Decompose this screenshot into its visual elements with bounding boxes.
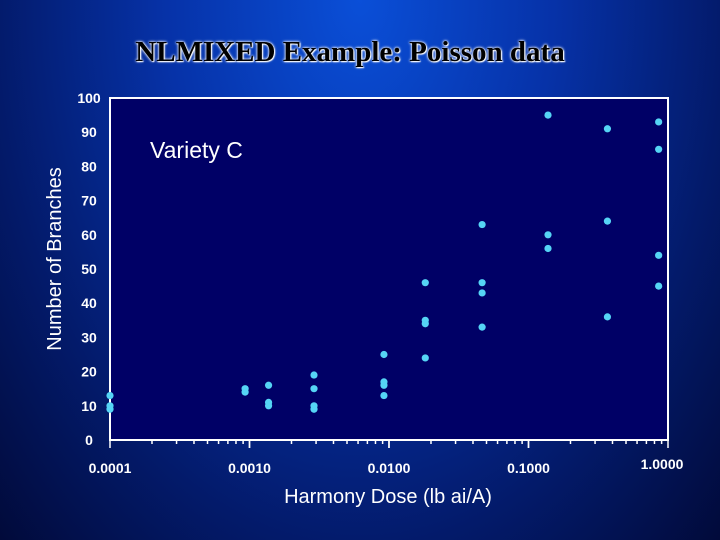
x-tick-label: 0.0100 [368, 460, 411, 476]
variety-annotation: Variety C [150, 137, 243, 163]
data-point [264, 402, 273, 410]
x-tick-labels: 0.0001 0.0010 0.0100 0.1000 1.0000 [89, 456, 684, 476]
y-tick-label: 40 [81, 295, 97, 311]
data-point [478, 279, 486, 287]
data-point [478, 220, 486, 229]
y-tick-label: 50 [81, 261, 97, 277]
data-point [264, 381, 273, 389]
data-point [655, 118, 663, 126]
data-point [310, 371, 318, 379]
data-point [655, 251, 663, 259]
data-point [478, 289, 486, 297]
data-point [310, 385, 318, 393]
data-point [603, 125, 612, 133]
data-point [655, 282, 663, 290]
y-tick-label: 80 [81, 158, 97, 174]
data-point [421, 320, 429, 328]
data-point [380, 391, 388, 400]
data-point [421, 279, 429, 287]
data-point [106, 405, 114, 413]
x-tick-label: 0.0010 [228, 460, 271, 476]
data-point [544, 231, 552, 239]
x-minor-ticks [109, 440, 669, 448]
x-tick-label: 1.0000 [641, 456, 684, 472]
data-point [478, 323, 486, 331]
data-point [380, 381, 388, 389]
y-tick-label: 10 [81, 398, 97, 414]
data-point [106, 391, 114, 400]
data-point [310, 405, 318, 413]
data-point [421, 354, 429, 362]
data-point [241, 388, 249, 396]
y-tick-label: 30 [81, 329, 97, 345]
chart-title: NLMIXED Example: Poisson data [135, 36, 565, 68]
y-axis-title: Number of Branches [44, 167, 66, 350]
y-tick-label: 0 [85, 432, 93, 448]
data-point [603, 313, 612, 321]
y-tick-label: 100 [77, 90, 101, 106]
y-tick-label: 20 [81, 364, 97, 380]
y-tick-label: 60 [81, 227, 97, 243]
data-point [544, 244, 552, 253]
data-point [544, 111, 552, 119]
data-point [380, 350, 388, 359]
plot-area [109, 97, 669, 441]
y-tick-label: 90 [81, 124, 97, 140]
x-tick-label: 0.1000 [507, 460, 550, 476]
y-tick-label: 70 [81, 193, 97, 209]
data-points [106, 111, 663, 413]
x-axis-title: Harmony Dose (lb ai/A) [284, 486, 492, 508]
data-point [655, 145, 663, 153]
x-tick-label: 0.0001 [89, 460, 132, 476]
data-point [603, 217, 612, 225]
